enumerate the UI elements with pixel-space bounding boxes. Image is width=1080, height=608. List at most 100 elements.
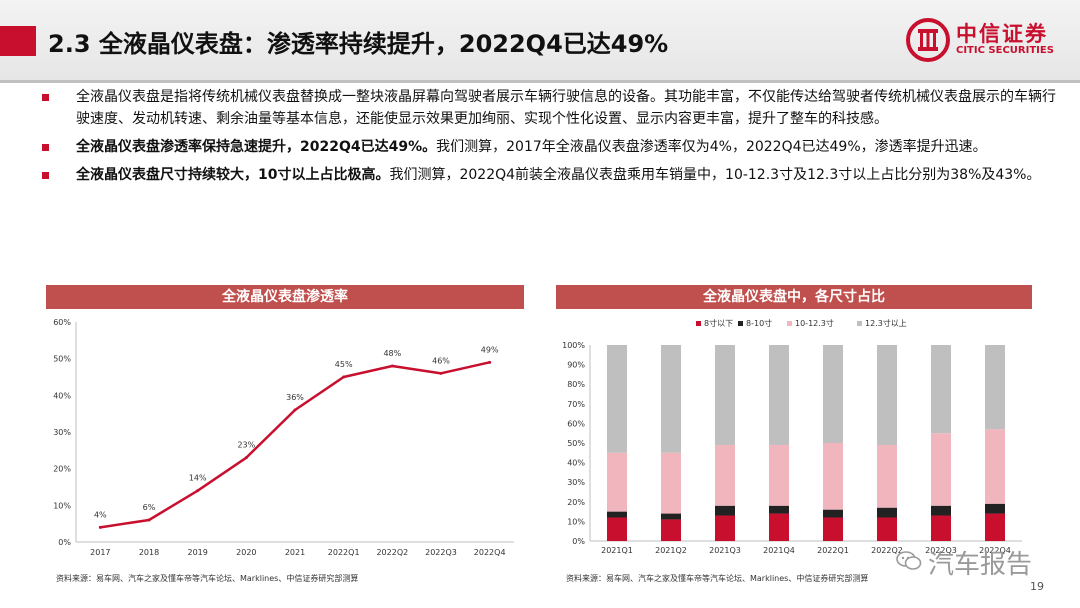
- logo-english-text: CITIC SECURITIES: [956, 45, 1054, 56]
- data-point: [196, 489, 200, 493]
- stacked-bar-segment: [607, 452, 627, 512]
- stacked-bar-segment: [931, 505, 951, 516]
- y-tick-label: 40%: [567, 459, 585, 468]
- x-tick-label: 2022Q1: [328, 548, 360, 557]
- data-label: 49%: [481, 345, 499, 354]
- stacked-bar-segment: [877, 345, 897, 445]
- y-tick-label: 30%: [53, 428, 71, 437]
- data-label: 46%: [432, 356, 450, 365]
- stacked-bar-segment: [607, 511, 627, 518]
- stacked-bar-segment: [823, 443, 843, 510]
- legend-swatch: [787, 321, 792, 326]
- legend-label: 10-12.3寸: [795, 318, 834, 328]
- legend-label: 8-10寸: [746, 318, 772, 328]
- bullet-bold-text: 全液晶仪表盘渗透率保持急速提升，2022Q4已达49%。: [76, 139, 437, 155]
- page-title: 2.3 全液晶仪表盘：渗透率持续提升，2022Q4已达49%: [48, 30, 669, 58]
- stacked-bar-segment: [769, 444, 789, 506]
- penetration-series-line: [100, 361, 490, 529]
- stacked-bar-segment: [985, 345, 1005, 430]
- data-point: [439, 371, 443, 375]
- x-tick-label: 2019: [187, 548, 207, 557]
- y-tick-label: 90%: [567, 361, 585, 370]
- bullet-item: 全液晶仪表盘是指将传统机械仪表盘替换成一整块液晶屏幕向驾驶者展示车辆行驶信息的设…: [40, 86, 1060, 130]
- x-tick-label: 2020: [236, 548, 256, 557]
- bullet-item: 全液晶仪表盘尺寸持续较大，10寸以上占比极高。我们测算，2022Q4前装全液晶仪…: [40, 164, 1060, 186]
- stacked-bar-segment: [985, 503, 1005, 514]
- data-point: [293, 408, 297, 412]
- citic-logo-icon: [906, 18, 950, 62]
- y-tick-label: 50%: [567, 439, 585, 448]
- stacked-bar-segment: [715, 444, 735, 506]
- y-tick-label: 20%: [567, 498, 585, 507]
- size-share-bar-chart: 8寸以下 8-10寸 10-12.3寸 12.3寸以上 0% 10% 20% 30% 40% 50…: [562, 318, 1022, 555]
- stacked-bar-segment: [715, 515, 735, 541]
- x-tick-label: 2022Q1: [817, 546, 849, 555]
- bullet-text: 全液晶仪表盘是指将传统机械仪表盘替换成一整块液晶屏幕向驾驶者展示车辆行驶信息的设…: [76, 89, 1056, 127]
- stacked-bar-segment: [877, 507, 897, 518]
- stacked-bar-segment: [769, 345, 789, 445]
- x-tick-label: 2022Q2: [376, 548, 408, 557]
- stacked-bar-segment: [661, 519, 681, 541]
- x-tick-label: 2021Q4: [763, 546, 795, 555]
- watermark-text: 汽车报告: [928, 550, 1033, 580]
- data-point: [390, 364, 394, 368]
- y-tick-label: 60%: [53, 318, 71, 327]
- stacked-bar-segment: [985, 513, 1005, 541]
- data-point: [98, 525, 102, 529]
- x-tick-label: 2021Q3: [709, 546, 741, 555]
- page-number: 19: [1030, 580, 1044, 593]
- data-label: 14%: [189, 474, 207, 483]
- stacked-bar-segment: [769, 505, 789, 514]
- bullet-item: 全液晶仪表盘渗透率保持急速提升，2022Q4已达49%。我们测算，2017年全液…: [40, 136, 1060, 158]
- y-tick-label: 0%: [58, 538, 71, 547]
- x-tick-label: 2022Q2: [871, 546, 903, 555]
- legend-label: 8寸以下: [704, 318, 733, 328]
- stacked-bar-segment: [715, 345, 735, 445]
- title-bar: 2.3 全液晶仪表盘：渗透率持续提升，2022Q4已达49% 中信证券 CITI…: [0, 0, 1080, 83]
- line-chart-header: 全液晶仪表盘渗透率: [46, 285, 524, 309]
- y-tick-label: 60%: [567, 419, 585, 428]
- legend-swatch: [696, 321, 701, 326]
- bullet-square-icon: [42, 94, 49, 101]
- legend-swatch: [738, 321, 743, 326]
- data-point: [244, 456, 248, 460]
- stacked-bar-segment: [661, 452, 681, 514]
- legend-swatch: [857, 321, 862, 326]
- stacked-bar-segment: [823, 345, 843, 443]
- line-chart-source: 资料来源：易车网、汽车之家及懂车帝等汽车论坛、Marklines、中信证券研究部…: [56, 574, 359, 583]
- logo-chinese-text: 中信证券: [956, 22, 1048, 46]
- bar-chart-source: 资料来源：易车网、汽车之家及懂车帝等汽车论坛、Marklines、中信证券研究部…: [566, 574, 869, 583]
- x-tick-label: 2022Q4: [979, 546, 1011, 555]
- citic-logo: 中信证券 CITIC SECURITIES: [906, 18, 1066, 64]
- bullet-list: 全液晶仪表盘是指将传统机械仪表盘替换成一整块液晶屏幕向驾驶者展示车辆行驶信息的设…: [40, 86, 1060, 192]
- stacked-bar-segment: [877, 517, 897, 541]
- stacked-bar-segment: [877, 444, 897, 508]
- data-label: 23%: [237, 441, 255, 450]
- y-tick-label: 40%: [53, 391, 71, 400]
- stacked-bar-segment: [607, 517, 627, 541]
- penetration-line-chart: 0% 10% 20% 30% 40% 50% 60% 2017 2018 2019 2020 2021…: [53, 318, 514, 557]
- x-tick-label: 2021: [285, 548, 305, 557]
- stacked-bar-segment: [931, 345, 951, 434]
- y-tick-label: 0%: [572, 537, 585, 546]
- y-tick-label: 100%: [562, 341, 585, 350]
- stacked-bar-segment: [823, 509, 843, 518]
- bullet-text: 我们测算，2017年全液晶仪表盘渗透率仅为4%，2022Q4已达49%，渗透率提…: [436, 139, 987, 155]
- data-label: 6%: [143, 503, 156, 512]
- y-tick-label: 10%: [567, 517, 585, 526]
- legend-label: 12.3寸以上: [865, 318, 907, 328]
- y-tick-label: 10%: [53, 501, 71, 510]
- y-tick-label: 70%: [567, 400, 585, 409]
- y-tick-label: 20%: [53, 465, 71, 474]
- data-label: 45%: [335, 360, 353, 369]
- bullet-square-icon: [42, 144, 49, 151]
- data-point: [147, 518, 151, 522]
- data-point: [488, 360, 492, 364]
- wechat-icon: [896, 551, 922, 570]
- x-tick-label: 2022Q4: [474, 548, 506, 557]
- bullet-text: 我们测算，2022Q4前装全液晶仪表盘乘用车销量中，10-12.3寸及12.3寸…: [389, 167, 1041, 183]
- y-tick-label: 30%: [567, 478, 585, 487]
- data-label: 48%: [383, 349, 401, 358]
- x-tick-label: 2022Q3: [925, 546, 957, 555]
- stacked-bar-segment: [607, 345, 627, 453]
